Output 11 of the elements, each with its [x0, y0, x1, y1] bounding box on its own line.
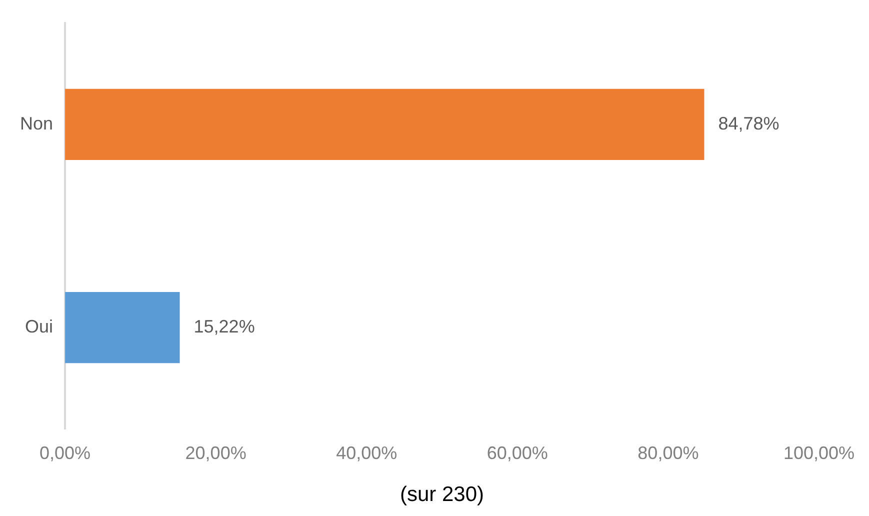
data-label: 84,78%	[718, 113, 780, 134]
x-tick-label: 80,00%	[638, 442, 699, 463]
x-tick-label: 100,00%	[783, 442, 855, 463]
x-tick-label: 60,00%	[486, 442, 548, 463]
y-tick-label: Oui	[25, 316, 54, 337]
y-tick-label: Non	[20, 113, 54, 134]
data-label: 15,22%	[194, 316, 255, 337]
x-tick-label: 20,00%	[185, 442, 246, 463]
x-axis-title: (sur 230)	[400, 483, 484, 506]
x-tick-label: 0,00%	[39, 442, 91, 463]
x-tick-label: 40,00%	[336, 442, 398, 463]
